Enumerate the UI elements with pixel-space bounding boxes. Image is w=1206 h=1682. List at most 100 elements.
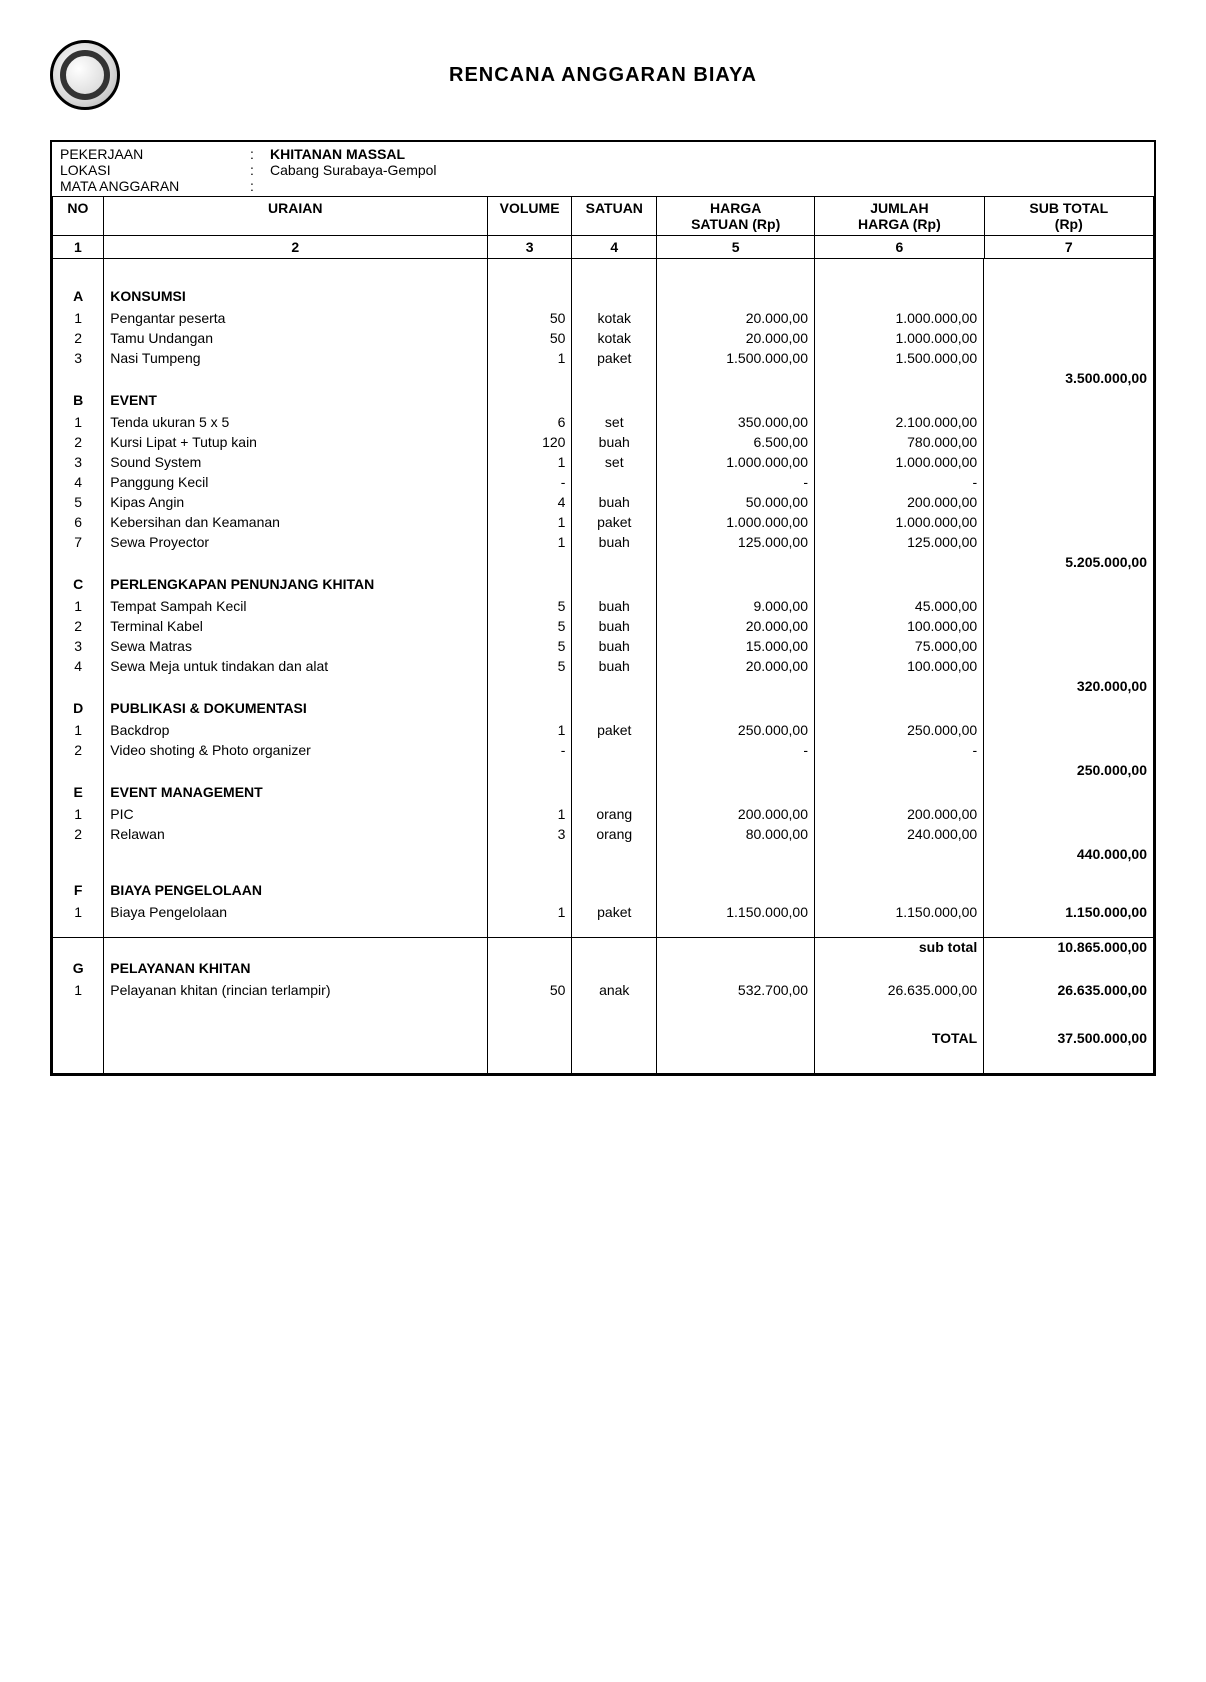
item-jumlah-harga: 100.000,00	[815, 617, 984, 637]
item-satuan: set	[572, 453, 657, 473]
item-harga-satuan: 20.000,00	[657, 617, 815, 637]
item-uraian: Tenda ukuran 5 x 5	[104, 413, 488, 433]
item-no: 5	[53, 493, 104, 513]
document-title: RENCANA ANGGARAN BIAYA	[150, 64, 1056, 87]
item-harga-satuan: 9.000,00	[657, 597, 815, 617]
item-uraian: Kursi Lipat + Tutup kain	[104, 433, 488, 453]
item-jumlah-harga: 125.000,00	[815, 533, 984, 553]
table-row: CPERLENGKAPAN PENUNJANG KHITAN	[53, 575, 1153, 597]
item-jumlah-harga: 26.635.000,00	[815, 981, 984, 1001]
item-jumlah-harga: 1.500.000,00	[815, 349, 984, 369]
item-volume: 5	[487, 597, 572, 617]
item-uraian: Panggung Kecil	[104, 473, 488, 493]
item-no: 1	[53, 903, 104, 923]
table-header-row: NO URAIAN VOLUME SATUAN HARGA SATUAN (Rp…	[53, 197, 1154, 236]
section-subtotal: 250.000,00	[984, 761, 1153, 783]
table-row: GPELAYANAN KHITAN	[53, 959, 1153, 981]
item-subtotal	[984, 617, 1153, 637]
item-no: 1	[53, 805, 104, 825]
table-colnum-row: 1 2 3 4 5 6 7	[53, 236, 1154, 259]
table-row: 3.500.000,00	[53, 369, 1153, 391]
item-subtotal	[984, 721, 1153, 741]
item-no: 2	[53, 617, 104, 637]
item-no: 2	[53, 433, 104, 453]
item-satuan: paket	[572, 513, 657, 533]
table-row: FBIAYA PENGELOLAAN	[53, 881, 1153, 903]
table-row: 1Pengantar peserta50kotak20.000,001.000.…	[53, 309, 1153, 329]
table-row: BEVENT	[53, 391, 1153, 413]
item-harga-satuan: 15.000,00	[657, 637, 815, 657]
item-satuan	[572, 741, 657, 761]
item-jumlah-harga: 1.150.000,00	[815, 903, 984, 923]
item-volume: 6	[487, 413, 572, 433]
item-volume: 1	[487, 721, 572, 741]
total-row: TOTAL37.500.000,00	[53, 1029, 1153, 1051]
item-jumlah-harga: -	[815, 473, 984, 493]
meta-lokasi-value: Cabang Surabaya-Gempol	[270, 162, 437, 178]
section-no: F	[53, 881, 104, 903]
item-subtotal	[984, 657, 1153, 677]
item-no: 2	[53, 741, 104, 761]
th-uraian: URAIAN	[103, 197, 487, 236]
item-harga-satuan: 125.000,00	[657, 533, 815, 553]
item-harga-satuan: 1.000.000,00	[657, 453, 815, 473]
item-satuan: anak	[572, 981, 657, 1001]
meta-pekerjaan-label: PEKERJAAN	[60, 146, 250, 162]
item-subtotal	[984, 805, 1153, 825]
item-jumlah-harga: 1.000.000,00	[815, 329, 984, 349]
item-no: 3	[53, 637, 104, 657]
table-row: 4Sewa Meja untuk tindakan dan alat5buah2…	[53, 657, 1153, 677]
item-subtotal	[984, 825, 1153, 845]
section-label: PELAYANAN KHITAN	[104, 959, 488, 981]
item-uraian: Sound System	[104, 453, 488, 473]
table-row: EEVENT MANAGEMENT	[53, 783, 1153, 805]
item-satuan: buah	[572, 617, 657, 637]
item-harga-satuan: 200.000,00	[657, 805, 815, 825]
item-uraian: Kebersihan dan Keamanan	[104, 513, 488, 533]
table-row: 5Kipas Angin4buah50.000,00200.000,00	[53, 493, 1153, 513]
table-row: 1Backdrop1paket250.000,00250.000,00	[53, 721, 1153, 741]
item-harga-satuan: 20.000,00	[657, 309, 815, 329]
item-subtotal: 26.635.000,00	[984, 981, 1153, 1001]
table-row: 3Nasi Tumpeng1paket1.500.000,001.500.000…	[53, 349, 1153, 369]
total-value: 37.500.000,00	[984, 1029, 1153, 1051]
item-jumlah-harga: 100.000,00	[815, 657, 984, 677]
item-subtotal: 1.150.000,00	[984, 903, 1153, 923]
item-uraian: Terminal Kabel	[104, 617, 488, 637]
item-subtotal	[984, 597, 1153, 617]
item-subtotal	[984, 637, 1153, 657]
th-subtotal: SUB TOTAL (Rp)	[984, 197, 1153, 236]
table-row: 4Panggung Kecil---	[53, 473, 1153, 493]
item-volume: 5	[487, 637, 572, 657]
item-no: 7	[53, 533, 104, 553]
item-volume: 50	[487, 329, 572, 349]
item-subtotal	[984, 433, 1153, 453]
item-jumlah-harga: 250.000,00	[815, 721, 984, 741]
item-satuan: paket	[572, 721, 657, 741]
item-harga-satuan: 1.000.000,00	[657, 513, 815, 533]
th-no: NO	[53, 197, 104, 236]
item-satuan: kotak	[572, 329, 657, 349]
item-volume: 5	[487, 657, 572, 677]
item-uraian: PIC	[104, 805, 488, 825]
item-subtotal	[984, 413, 1153, 433]
item-jumlah-harga: 200.000,00	[815, 805, 984, 825]
item-harga-satuan: 1.150.000,00	[657, 903, 815, 923]
table-row: sub total10.865.000,00	[53, 937, 1153, 959]
table-row: 1Tenda ukuran 5 x 56set350.000,002.100.0…	[53, 413, 1153, 433]
item-satuan: buah	[572, 493, 657, 513]
table-row: 1PIC1orang200.000,00200.000,00	[53, 805, 1153, 825]
item-subtotal	[984, 741, 1153, 761]
th-satuan: SATUAN	[572, 197, 657, 236]
table-row: 5.205.000,00	[53, 553, 1153, 575]
table-row	[53, 1001, 1153, 1015]
item-subtotal	[984, 309, 1153, 329]
item-satuan: buah	[572, 637, 657, 657]
item-volume: 1	[487, 349, 572, 369]
item-satuan: orang	[572, 805, 657, 825]
item-harga-satuan: -	[657, 741, 815, 761]
item-uraian: Nasi Tumpeng	[104, 349, 488, 369]
item-no: 1	[53, 597, 104, 617]
logo-icon	[50, 40, 120, 110]
meta-mata-label: MATA ANGGARAN	[60, 178, 250, 194]
